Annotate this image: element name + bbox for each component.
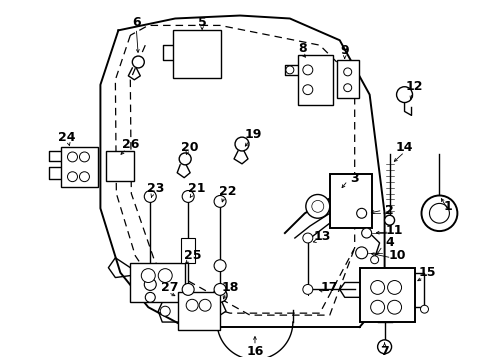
Text: 9: 9 <box>340 44 348 57</box>
Circle shape <box>384 215 394 225</box>
Text: 24: 24 <box>58 131 75 144</box>
Bar <box>359 268 414 322</box>
Text: 4: 4 <box>385 237 393 249</box>
Circle shape <box>145 292 155 302</box>
Bar <box>178 292 220 330</box>
Circle shape <box>186 299 198 311</box>
Text: 8: 8 <box>298 42 306 55</box>
Circle shape <box>343 68 351 76</box>
Bar <box>181 238 195 263</box>
Text: 27: 27 <box>161 281 179 294</box>
Circle shape <box>387 280 401 294</box>
Circle shape <box>302 85 312 95</box>
Text: 11: 11 <box>385 224 403 237</box>
Bar <box>173 30 221 78</box>
Bar <box>336 60 358 98</box>
Circle shape <box>235 137 248 151</box>
Circle shape <box>302 284 312 294</box>
Circle shape <box>302 65 312 75</box>
Text: 6: 6 <box>132 16 141 29</box>
Circle shape <box>214 195 225 207</box>
Circle shape <box>214 283 225 295</box>
Circle shape <box>343 84 351 92</box>
Circle shape <box>356 208 366 218</box>
Circle shape <box>182 283 194 295</box>
Text: 22: 22 <box>219 185 236 198</box>
Circle shape <box>132 56 144 68</box>
Text: 12: 12 <box>405 80 423 93</box>
Text: 16: 16 <box>246 345 263 358</box>
Circle shape <box>387 300 401 314</box>
Text: 7: 7 <box>380 345 388 358</box>
Text: 14: 14 <box>395 140 412 153</box>
Circle shape <box>144 279 156 291</box>
Text: 23: 23 <box>146 182 163 195</box>
Text: 26: 26 <box>122 138 139 150</box>
Bar <box>130 263 185 302</box>
Circle shape <box>182 190 194 202</box>
Circle shape <box>144 190 156 202</box>
Circle shape <box>355 247 367 259</box>
Text: 18: 18 <box>221 281 238 294</box>
Bar <box>61 147 98 186</box>
Circle shape <box>285 66 293 74</box>
Text: 13: 13 <box>312 230 330 243</box>
Text: 15: 15 <box>418 266 435 279</box>
Bar <box>106 151 134 181</box>
Circle shape <box>160 306 170 316</box>
Circle shape <box>80 152 89 162</box>
Circle shape <box>158 269 172 283</box>
Circle shape <box>311 201 323 212</box>
Circle shape <box>420 305 427 313</box>
Circle shape <box>67 152 77 162</box>
Bar <box>297 55 332 104</box>
Circle shape <box>428 203 448 223</box>
Circle shape <box>67 172 77 182</box>
Circle shape <box>213 288 226 302</box>
Text: 1: 1 <box>443 200 452 213</box>
Circle shape <box>370 256 378 264</box>
Circle shape <box>179 153 191 165</box>
Circle shape <box>80 172 89 182</box>
Circle shape <box>305 194 329 218</box>
Circle shape <box>370 280 384 294</box>
Text: 2: 2 <box>385 204 393 217</box>
Circle shape <box>199 299 211 311</box>
Text: 20: 20 <box>181 140 199 153</box>
Text: 19: 19 <box>244 128 261 141</box>
Text: 25: 25 <box>184 249 202 262</box>
Circle shape <box>421 195 456 231</box>
Circle shape <box>370 300 384 314</box>
Text: 3: 3 <box>350 172 358 185</box>
Circle shape <box>214 260 225 272</box>
Circle shape <box>361 228 371 238</box>
Text: 17: 17 <box>320 281 338 294</box>
Text: 5: 5 <box>197 16 206 29</box>
Text: 21: 21 <box>188 182 205 195</box>
Circle shape <box>377 340 391 354</box>
Bar <box>329 174 371 228</box>
Circle shape <box>396 87 412 103</box>
Text: 10: 10 <box>388 249 406 262</box>
Circle shape <box>302 233 312 243</box>
Circle shape <box>141 269 155 283</box>
